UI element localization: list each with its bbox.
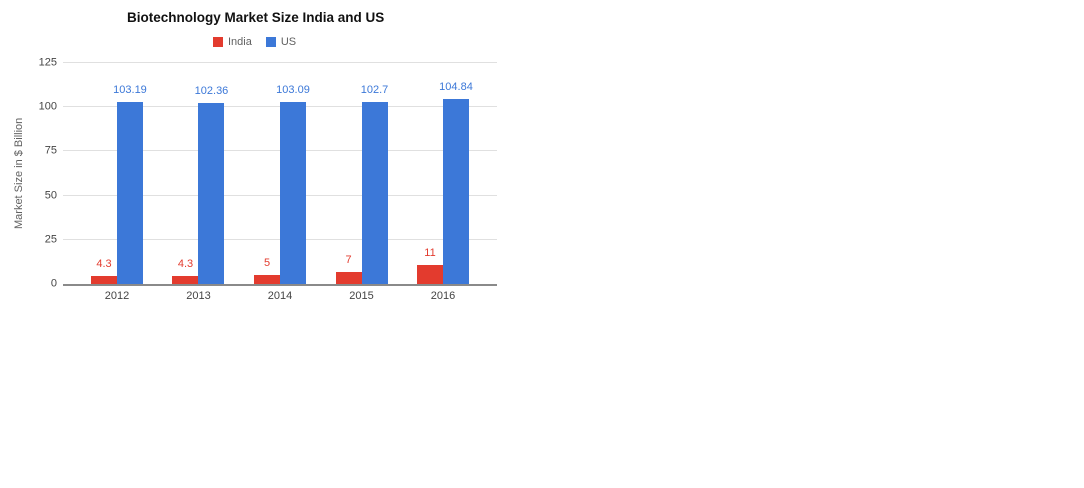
value-label-india-2015: 7 xyxy=(345,253,352,266)
bar-india-2014 xyxy=(254,275,280,284)
value-label-india-2013: 4.3 xyxy=(177,258,194,271)
y-tick-label-100: 100 xyxy=(38,100,57,113)
bar-us-2014 xyxy=(280,101,306,284)
x-tick-label-2012: 2012 xyxy=(104,290,130,302)
value-label-us-2016: 104.84 xyxy=(439,80,473,93)
legend-label-india: India xyxy=(228,36,252,48)
legend-item-us: US xyxy=(265,36,297,48)
value-label-us-2014: 103.09 xyxy=(276,83,310,96)
plot-area: 4.3 103.19 4.3 102.36 5 103.09 7 102.7 11 104.84 xyxy=(63,62,497,286)
y-tick-label-125: 125 xyxy=(38,56,57,69)
bar-india-2016 xyxy=(417,264,443,284)
y-tick-label-50: 50 xyxy=(44,189,57,202)
value-label-india-2012: 4.3 xyxy=(96,258,112,271)
legend-label-us: US xyxy=(280,36,297,48)
y-tick-label-0: 0 xyxy=(50,277,57,290)
bar-us-2015 xyxy=(361,102,388,284)
x-axis-labels: 2012 2013 2014 2015 2016 xyxy=(63,290,497,304)
x-tick-label-2013: 2013 xyxy=(186,290,211,302)
value-label-us-2013: 102.36 xyxy=(194,85,229,98)
value-label-india-2014: 5 xyxy=(263,257,271,270)
x-tick-label-2015: 2015 xyxy=(349,290,374,302)
bar-us-2013 xyxy=(198,103,225,284)
value-label-india-2016: 11 xyxy=(424,246,436,259)
legend-swatch-us xyxy=(265,37,276,47)
x-axis-baseline xyxy=(63,284,497,286)
bar-india-2015 xyxy=(335,271,362,284)
y-tick-label-25: 25 xyxy=(44,233,57,246)
legend-swatch-india xyxy=(213,37,223,47)
bar-india-2013 xyxy=(172,276,199,284)
value-label-us-2015: 102.7 xyxy=(360,84,389,97)
chart-legend: India US xyxy=(213,36,296,48)
value-label-us-2012: 103.19 xyxy=(113,83,147,96)
bar-india-2012 xyxy=(90,276,117,284)
legend-item-india: India xyxy=(213,36,252,48)
y-tick-label-75: 75 xyxy=(44,144,57,157)
bar-us-2012 xyxy=(116,101,143,284)
gridline-125 xyxy=(63,62,497,63)
x-tick-label-2014: 2014 xyxy=(267,290,293,302)
bar-us-2016 xyxy=(443,98,469,284)
x-tick-label-2016: 2016 xyxy=(430,290,456,302)
chart-title: Biotechnology Market Size India and US xyxy=(127,10,385,25)
y-axis-ticks: 0 25 50 75 100 125 xyxy=(0,57,57,289)
